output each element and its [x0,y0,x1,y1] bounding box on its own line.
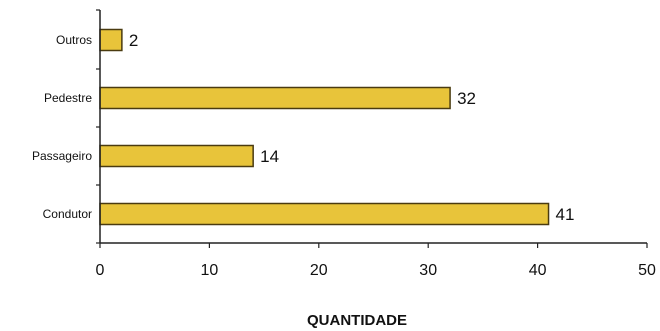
data-label: 2 [129,31,138,50]
axes-layer [96,9,648,248]
x-tick-label: 50 [638,262,656,279]
bar [99,86,451,110]
category-label: Pedestre [44,91,92,105]
x-tick-label: 20 [310,262,328,279]
data-label: 32 [457,89,476,108]
bar [99,28,123,52]
labels-layer: 0 10 20 30 40 50 Outros 2 Pedestre 32 Passageiro 14… [32,31,656,279]
x-axis-title: QUANTIDADE [307,312,407,329]
category-label: Outros [56,33,92,47]
data-label: 14 [260,147,279,166]
x-tick-label: 40 [529,262,547,279]
category-label: Condutor [43,207,92,221]
bar [99,202,550,226]
bars-layer [99,28,550,226]
x-tick-label: 0 [96,262,105,279]
bar [99,144,254,168]
data-label: 41 [556,205,575,224]
x-tick-label: 10 [201,262,219,279]
x-tick-label: 30 [419,262,437,279]
category-label: Passageiro [32,149,92,163]
